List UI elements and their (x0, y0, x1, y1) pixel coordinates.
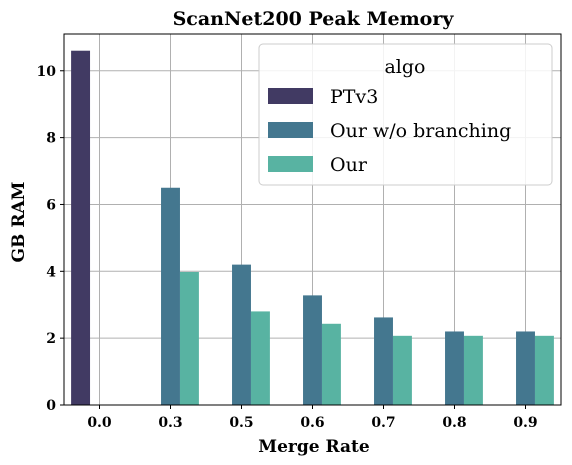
y-tick-label: 8 (46, 131, 56, 147)
y-tick-label: 4 (46, 264, 56, 280)
legend-label: PTv3 (330, 86, 378, 108)
bar (71, 50, 91, 406)
y-tick-label: 0 (46, 398, 56, 414)
legend-label: Our (330, 154, 368, 176)
y-tick-label: 2 (46, 331, 56, 347)
legend: algo PTv3 Our w/o branching Our (258, 43, 553, 186)
bar (303, 295, 322, 405)
bar (161, 187, 180, 405)
bar (321, 323, 341, 405)
bar (232, 264, 251, 405)
bar (392, 335, 412, 405)
bar (516, 331, 535, 405)
legend-swatch (268, 122, 313, 138)
x-tick-label: 0.5 (229, 415, 253, 431)
y-tick-label: 6 (46, 197, 56, 213)
x-tick-label: 0.3 (158, 415, 182, 431)
bar (250, 311, 270, 405)
x-axis-label: Merge Rate (258, 437, 370, 457)
legend-box (258, 43, 553, 186)
legend-swatch (268, 156, 313, 172)
bars (71, 50, 554, 406)
bar (374, 317, 393, 405)
legend-items: PTv3 Our w/o branching Our (268, 86, 511, 176)
bar (534, 335, 554, 405)
x-tick-label: 0.8 (442, 415, 466, 431)
x-tick-label: 0.7 (371, 415, 395, 431)
bar (179, 271, 199, 405)
legend-title: algo (384, 56, 425, 78)
x-axis-ticks: 0.0 0.3 0.5 0.6 0.7 0.8 0.9 (87, 405, 538, 431)
x-tick-label: 0.0 (87, 415, 112, 431)
y-axis-label: GB RAM (9, 181, 29, 262)
legend-swatch (268, 88, 313, 104)
bar (463, 335, 483, 405)
chart-title: ScanNet200 Peak Memory (173, 8, 455, 30)
x-tick-label: 0.9 (513, 415, 537, 431)
y-axis-ticks: 0 2 4 6 8 10 (37, 64, 64, 414)
y-tick-label: 10 (37, 64, 57, 80)
bar (445, 331, 464, 405)
x-tick-label: 0.6 (300, 415, 324, 431)
legend-label: Our w/o branching (330, 120, 511, 142)
